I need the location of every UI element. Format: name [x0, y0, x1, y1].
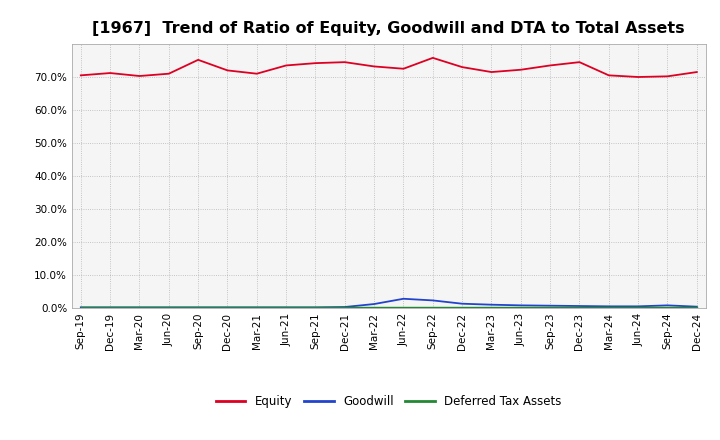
Goodwill [370, 301, 379, 307]
Goodwill [399, 296, 408, 301]
Deferred Tax Assets [164, 304, 173, 310]
Goodwill [634, 304, 642, 309]
Goodwill [135, 304, 144, 310]
Equity [693, 70, 701, 75]
Deferred Tax Assets [605, 304, 613, 310]
Deferred Tax Assets [399, 304, 408, 310]
Goodwill [194, 304, 202, 310]
Goodwill [546, 303, 554, 308]
Equity [428, 55, 437, 60]
Deferred Tax Assets [106, 304, 114, 310]
Equity [106, 70, 114, 76]
Equity [370, 64, 379, 69]
Equity [223, 68, 232, 73]
Title: [1967]  Trend of Ratio of Equity, Goodwill and DTA to Total Assets: [1967] Trend of Ratio of Equity, Goodwil… [92, 21, 685, 36]
Deferred Tax Assets [663, 304, 672, 310]
Goodwill [341, 304, 349, 310]
Equity [253, 71, 261, 76]
Equity [194, 57, 202, 62]
Deferred Tax Assets [516, 304, 525, 310]
Equity [605, 73, 613, 78]
Line: Equity: Equity [81, 58, 697, 77]
Goodwill [76, 304, 85, 310]
Goodwill [516, 303, 525, 308]
Equity [458, 64, 467, 70]
Equity [487, 70, 496, 75]
Goodwill [223, 304, 232, 310]
Deferred Tax Assets [458, 304, 467, 310]
Equity [282, 63, 290, 68]
Goodwill [575, 304, 584, 309]
Deferred Tax Assets [135, 304, 144, 310]
Equity [76, 73, 85, 78]
Equity [341, 59, 349, 65]
Deferred Tax Assets [341, 304, 349, 310]
Goodwill [693, 304, 701, 309]
Goodwill [106, 304, 114, 310]
Goodwill [605, 304, 613, 309]
Goodwill [164, 304, 173, 310]
Deferred Tax Assets [487, 304, 496, 310]
Deferred Tax Assets [282, 304, 290, 310]
Legend: Equity, Goodwill, Deferred Tax Assets: Equity, Goodwill, Deferred Tax Assets [211, 391, 567, 413]
Goodwill [663, 303, 672, 308]
Equity [164, 71, 173, 76]
Equity [575, 59, 584, 65]
Deferred Tax Assets [194, 304, 202, 310]
Equity [399, 66, 408, 71]
Deferred Tax Assets [223, 304, 232, 310]
Goodwill [428, 298, 437, 303]
Equity [634, 74, 642, 80]
Deferred Tax Assets [253, 304, 261, 310]
Deferred Tax Assets [575, 304, 584, 310]
Equity [135, 73, 144, 79]
Deferred Tax Assets [311, 304, 320, 310]
Deferred Tax Assets [693, 304, 701, 310]
Equity [546, 63, 554, 68]
Goodwill [282, 304, 290, 310]
Goodwill [458, 301, 467, 306]
Goodwill [487, 302, 496, 307]
Equity [663, 73, 672, 79]
Goodwill [253, 304, 261, 310]
Deferred Tax Assets [370, 304, 379, 310]
Goodwill [311, 304, 320, 310]
Deferred Tax Assets [634, 304, 642, 310]
Deferred Tax Assets [546, 304, 554, 310]
Equity [516, 67, 525, 72]
Equity [311, 60, 320, 66]
Deferred Tax Assets [76, 304, 85, 310]
Deferred Tax Assets [428, 304, 437, 310]
Line: Goodwill: Goodwill [81, 299, 697, 307]
